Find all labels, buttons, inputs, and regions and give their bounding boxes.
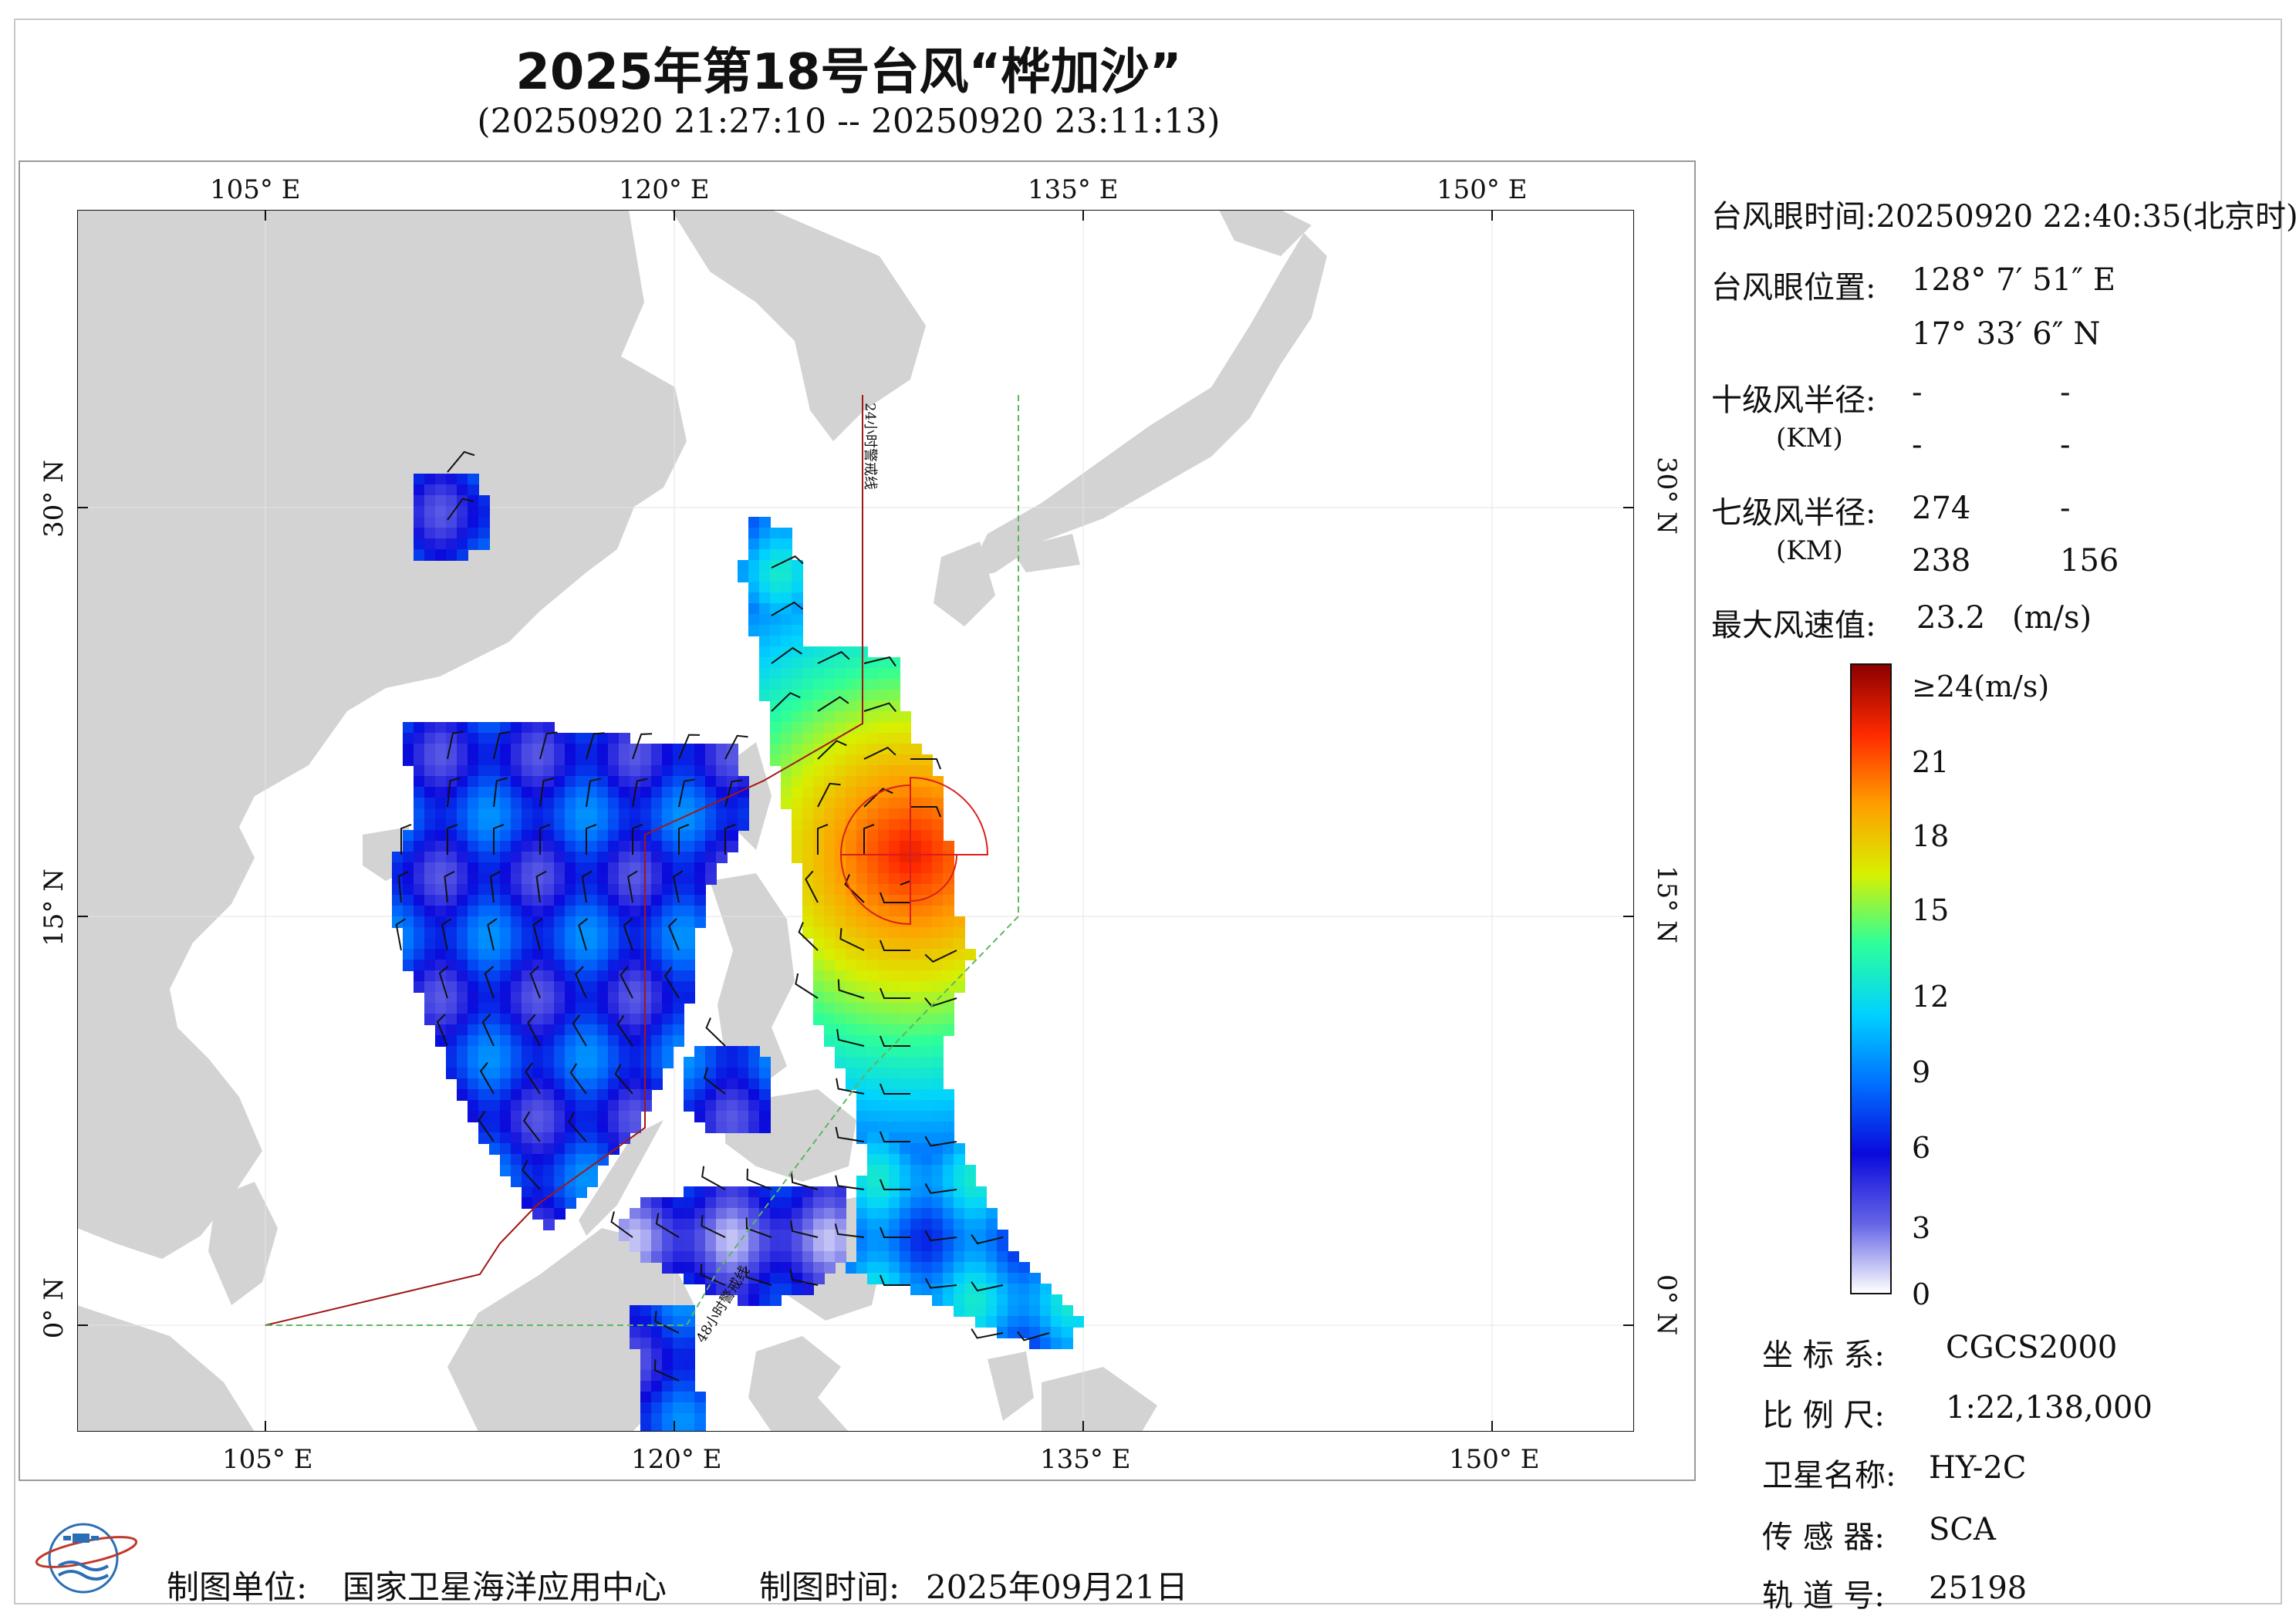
wind-field-map: 24小时警戒线 48小时警戒线 [77,210,1634,1432]
eye-time-value: 20250920 22:40:35(北京时) [1876,199,2296,235]
land-mainland [77,210,687,1259]
radius7-nw: - [2060,491,2071,526]
sensor-label: 传 感 器: [1762,1520,1885,1555]
wind-barbs [395,450,1050,1382]
eye-position-label: 台风眼位置: [1711,270,1876,305]
lat-tick-left-15: 15° N [39,869,69,946]
radius7-se: 156 [2060,543,2119,579]
land-newguinea [1042,1367,1157,1432]
max-wind-label: 最大风速值: [1711,608,1876,643]
wind-radius-7-se [910,854,958,903]
scale-value: 1:22,138,000 [1946,1390,2152,1426]
warning-line-24h-label: 24小时警戒线 [862,403,878,490]
land-japan-shikoku [1011,534,1080,572]
lon-tick-bottom-150: 150° E [1449,1444,1540,1475]
land-sumatra [77,1305,255,1432]
agency-logo-icon [35,1523,138,1594]
land-sulawesi [748,1336,849,1432]
eye-longitude: 128° 7′ 51″ E [1912,262,2116,298]
radius7-unit: (KM) [1776,535,1843,566]
wind-swath [392,474,1084,1432]
satellite-label: 卫星名称: [1762,1458,1896,1493]
radius7-sw: 238 [1912,543,1971,579]
orbit-label: 轨 道 号: [1762,1578,1885,1614]
eye-time: 台风眼时间:20250920 22:40:35(北京时) [1711,191,2296,236]
map-title: 2025年第18号台风“桦加沙” [515,44,1182,101]
wind-radius-7-ne [910,776,989,855]
lon-tick-bottom-120: 120° E [631,1444,722,1475]
lon-tick-top-120: 120° E [619,174,710,205]
colorbar-label-3: 3 [1912,1211,1931,1245]
lat-tick-right-15: 15° N [1651,865,1682,943]
lat-tick-right-30: 30° N [1651,457,1682,535]
lon-tick-top-135: 135° E [1028,174,1119,205]
radius10-sw: - [1912,427,1923,463]
colorbar-label-6: 6 [1912,1131,1931,1165]
lat-tick-left-30: 30° N [39,460,69,538]
map-org-value: 国家卫星海洋应用中心 [343,1568,667,1606]
colorbar-label-12: 12 [1912,980,1950,1014]
max-wind-value: 23.2 [1916,600,1986,636]
lon-tick-top-150: 150° E [1437,174,1528,205]
land-japan-hokkaido [1219,210,1312,256]
radius10-se: - [2060,427,2071,463]
map-org-label: 制图单位: [167,1568,308,1606]
lon-tick-bottom-135: 135° E [1040,1444,1131,1475]
land-korea [671,210,926,441]
radius7-ne: 274 [1912,491,1971,526]
radius7-label: 七级风半径: [1711,495,1876,531]
land-palawan [579,1120,663,1236]
colorbar-label-21: 21 [1912,745,1950,779]
land-borneo [447,1228,694,1432]
map-panel: 105° E 120° E 135° E 150° E 105° E 120° … [19,160,1696,1481]
lon-tick-bottom-105: 105° E [222,1444,313,1475]
colorbar-label-0: 0 [1912,1277,1931,1311]
satellite-value: HY-2C [1929,1450,2027,1486]
radius10-nw: - [2060,375,2071,410]
colorbar [1850,663,1892,1294]
scale-label: 比 例 尺: [1762,1398,1885,1433]
colorbar-label-24: ≥24(m/s) [1912,670,2050,704]
map-date-label: 制图时间: [759,1568,900,1606]
land-luzon [710,873,795,1089]
radius10-unit: (KM) [1776,423,1843,454]
radius10-ne: - [1912,375,1923,410]
map-ticks [77,210,1634,1432]
warning-line-24h [265,395,863,1326]
lat-tick-right-0: 0° N [1651,1274,1682,1336]
lon-tick-top-105: 105° E [210,174,301,205]
colorbar-label-9: 9 [1912,1055,1931,1089]
colorbar-label-15: 15 [1912,893,1950,927]
map-subtitle: (20250920 21:27:10 -- 20250920 23:11:13) [477,102,1221,141]
map-date-value: 2025年09月21日 [926,1568,1188,1606]
eye-latitude: 17° 33′ 6″ N [1912,316,2101,352]
land-japan-honshu [964,233,1327,580]
sensor-value: SCA [1929,1512,1996,1547]
wind-radius-7-sw [839,854,911,926]
land-malaya [208,1182,278,1305]
lat-tick-left-0: 0° N [39,1277,69,1339]
land-halmahera [988,1351,1034,1421]
page-frame [14,19,2282,1604]
warning-line-48h [265,395,1019,1326]
wind-radius-7-nw [839,784,911,855]
max-wind-unit: (m/s) [2012,600,2092,636]
eye-time-label: 台风眼时间: [1711,199,1876,235]
orbit-value: 25198 [1929,1571,2028,1606]
crs-value: CGCS2000 [1946,1330,2118,1365]
radius10-label: 十级风半径: [1711,383,1876,418]
wind-radius-7 [839,776,989,926]
land-japan-kyushu [934,542,995,626]
colorbar-label-18: 18 [1912,819,1950,853]
crs-label: 坐 标 系: [1762,1338,1885,1373]
